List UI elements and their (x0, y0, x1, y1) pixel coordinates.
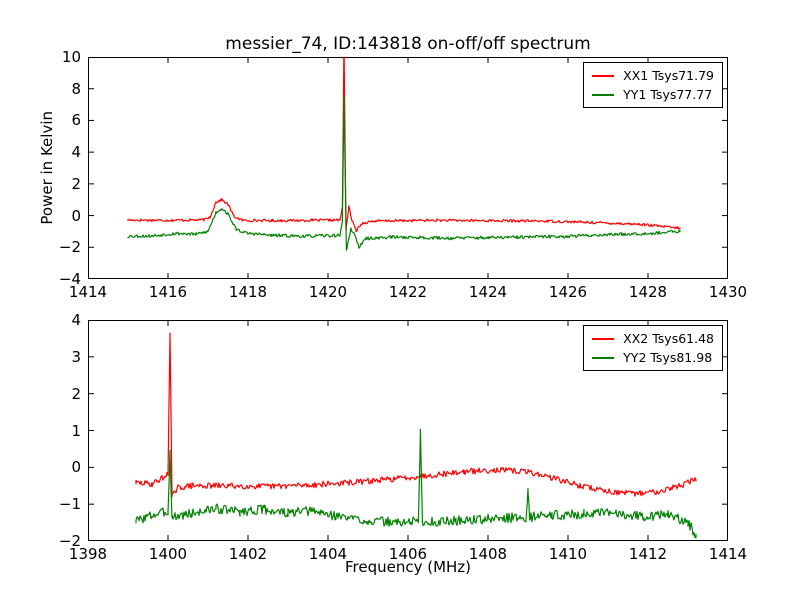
x-tick-label: 1402 (228, 545, 268, 563)
y-tick-label: 0 (71, 458, 81, 477)
x-tick-label: 1422 (388, 283, 428, 301)
x-tick-labels-bottom: 1398 1400 1402 1404 1406 1408 1410 1412 1414 (69, 545, 747, 563)
x-axis-label: Frequency (MHz) (344, 558, 472, 576)
plot-canvas (88, 57, 728, 279)
y-tick-labels-top: −4 −2 0 2 4 6 8 10 (0, 48, 85, 288)
y-tick-label: 1 (71, 421, 81, 440)
y-tick-label: −1 (58, 495, 81, 514)
x-tick-label: 1424 (468, 283, 508, 301)
legend-entry: YY1 Tsys77.77 (592, 85, 714, 104)
legend-label: YY1 Tsys77.77 (623, 87, 713, 102)
axes-frame (88, 320, 728, 541)
x-tick-label: 1414 (68, 283, 108, 301)
y-tick-label: 4 (71, 311, 81, 329)
y-tick-label: −4 (58, 270, 81, 288)
series-YY2 (135, 428, 697, 539)
y-tick-label: 2 (71, 174, 81, 193)
series-XX2 (135, 332, 697, 498)
legend-top: XX1 Tsys71.79 YY1 Tsys77.77 (583, 62, 723, 108)
legend-label: XX2 Tsys61.48 (623, 331, 714, 346)
legend-entry: XX2 Tsys61.48 (592, 329, 714, 348)
x-tick-label: 1428 (628, 283, 668, 301)
y-tick-label: 10 (61, 48, 81, 66)
x-tick-label: 1420 (308, 283, 348, 301)
y-tick-labels-bottom: −2 −1 0 1 2 3 4 (0, 311, 85, 550)
figure-title: messier_74, ID:143818 on-off/off spectru… (225, 34, 591, 54)
x-tick-label: 1426 (548, 283, 588, 301)
x-tick-label: 1430 (708, 283, 748, 301)
x-tick-label: 1418 (228, 283, 268, 301)
y-tick-label: 8 (71, 79, 81, 98)
series-YY1 (127, 95, 681, 251)
x-tick-labels-top: 1414 1416 1418 1420 1422 1424 1426 1428 1430 (69, 283, 747, 301)
legend-entry: YY2 Tsys81.98 (592, 348, 714, 367)
legend-entry: XX1 Tsys71.79 (592, 66, 714, 85)
x-tick-label: 1414 (708, 545, 748, 563)
y-tick-label: −2 (58, 532, 81, 550)
legend-bottom: XX2 Tsys61.48 YY2 Tsys81.98 (583, 325, 723, 371)
x-tick-label: 1400 (148, 545, 188, 563)
legend-line-sample-yy1 (592, 93, 615, 96)
y-tick-label: 2 (71, 384, 81, 403)
x-tick-label: 1406 (388, 545, 428, 563)
legend-line-sample-xx2 (592, 337, 615, 340)
x-tick-label: 1398 (68, 545, 108, 563)
y-tick-label: 3 (71, 347, 81, 366)
plot-canvas (88, 320, 728, 541)
x-tick-label: 1416 (148, 283, 188, 301)
y-tick-label: 0 (71, 206, 81, 225)
x-tick-label: 1410 (548, 545, 588, 563)
legend-label: YY2 Tsys81.98 (623, 350, 713, 365)
x-tick-label: 1408 (468, 545, 508, 563)
x-tick-label: 1404 (308, 545, 348, 563)
legend-line-sample-xx1 (592, 74, 615, 77)
subplot-bottom: XX2 Tsys61.48 YY2 Tsys81.98 (88, 320, 728, 541)
x-tick-label: 1412 (628, 545, 668, 563)
legend-line-sample-yy2 (592, 356, 615, 359)
y-tick-label: 6 (71, 111, 81, 130)
y-tick-label: 4 (71, 143, 81, 162)
legend-label: XX1 Tsys71.79 (623, 68, 714, 83)
y-tick-label: −2 (58, 238, 81, 257)
axes-frame (88, 57, 728, 279)
subplot-top: XX1 Tsys71.79 YY1 Tsys77.77 (88, 57, 728, 279)
series-XX1 (127, 57, 681, 233)
